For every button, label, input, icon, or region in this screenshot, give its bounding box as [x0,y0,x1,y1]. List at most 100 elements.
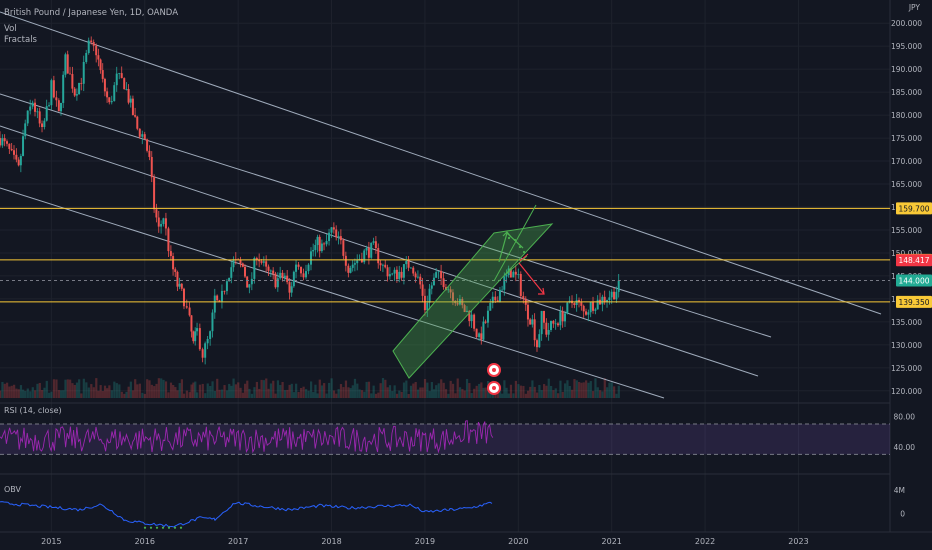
candle-body [31,102,34,107]
candle-body [503,276,506,290]
candle-body [50,80,53,106]
candle-body [201,349,204,358]
candle-body [52,80,55,98]
volume-bar [297,391,300,398]
volume-bar [592,391,595,398]
candle-body [295,264,298,272]
candle-body [501,289,504,291]
candle-body [230,267,233,278]
volume-bar [153,386,156,398]
volume-bar [73,384,76,398]
volume-bar [113,381,116,398]
candle-body [164,218,167,229]
volume-bar [136,384,139,398]
candle-body [482,321,485,340]
volume-bar [1,381,4,398]
candle-body [106,91,109,98]
volume-bar [517,384,520,398]
fractal-dot [513,238,517,242]
volume-bar [234,384,238,398]
volume-bar [255,381,259,398]
volume-bar [48,392,51,398]
volume-bar [272,380,275,398]
candle-body [138,128,141,137]
volume-bar [522,385,525,398]
candle-body [185,306,188,308]
volume-bar [519,385,523,398]
obv-tick-label: 0 [900,509,905,518]
candle-body [538,334,541,348]
volume-bar [393,385,396,398]
candle-body [162,218,165,224]
volume-bar [281,381,284,398]
candle-body [209,331,212,339]
price-tick-label: 165.000 [891,180,922,189]
volume-bar [353,378,357,398]
volume-bar [564,383,567,398]
symbol-title[interactable]: British Pound / Japanese Yen, 1D, OANDA [4,8,179,18]
time-axis[interactable]: 2015 2016 2017 2018 2019 2020 2021 2022 2023 [41,537,808,546]
time-tick-label: 2020 [508,537,528,546]
candle-body [330,227,333,233]
fractal-dot [522,250,526,254]
volume-bar [123,393,126,398]
candle-body [103,78,106,92]
price-axis[interactable]: JPY 200.000 195.000 190.000 185.000 180.000 17… [4,3,932,518]
volume-bar [381,378,385,398]
candle-body [1,138,4,146]
volume-bar [458,387,462,398]
candle-body [407,261,410,268]
volume-bar [141,392,144,398]
candle-body [351,264,354,268]
candle-body [213,295,216,313]
volume-bar [601,391,604,398]
volume-bar [146,379,149,398]
candle-body [8,143,11,149]
volume-bar [237,382,240,398]
volume-bar [478,383,481,398]
candle-body [480,333,483,340]
candle-body [475,328,478,337]
volume-bar [206,383,209,398]
candle-body [307,264,310,272]
candle-body [505,274,508,277]
volume-bar [377,392,380,398]
fractal-dot [507,236,511,240]
candle-body [465,310,468,313]
volume-bar [412,383,415,398]
candle-body [531,319,534,325]
candle-body [395,269,398,280]
candle-body [71,74,74,89]
price-level-label: 144.000 [898,277,929,286]
volume-bar [178,383,181,398]
volume-bar [419,387,422,398]
price-tick-label: 155.000 [891,226,922,235]
candle-body [432,277,435,286]
volume-bar [400,391,403,398]
candle-body [596,299,599,310]
volume-bar [90,384,93,398]
vol-indicator-label[interactable]: Vol [4,24,17,34]
volume-bar [603,378,606,398]
candle-body [258,259,261,262]
fractals-indicator-label[interactable]: Fractals [4,35,37,45]
volume-bar [538,384,541,398]
candle-body [19,155,22,166]
volume-bar [360,390,364,398]
volume-bar [535,392,539,398]
candle-body [360,258,363,263]
volume-bar [302,386,305,398]
candle-body [449,289,452,293]
volume-bar [524,393,527,398]
rsi-pane [0,420,890,455]
volume-bar [50,391,53,398]
candle-body [246,276,249,288]
candle-body [342,240,345,256]
volume-bar [426,382,429,398]
candle-body [141,134,144,137]
channel-midline [493,204,537,282]
candle-body [127,89,130,103]
candle-body [554,323,557,325]
volume-bar [337,389,340,398]
